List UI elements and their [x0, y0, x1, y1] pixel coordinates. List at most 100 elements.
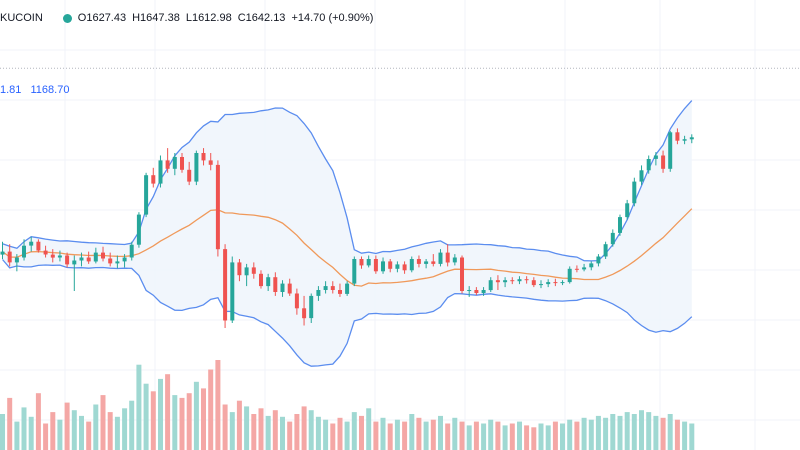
volume-bar: [617, 415, 623, 450]
candle-body: [424, 261, 429, 264]
volume-bar: [574, 421, 580, 450]
candle-body: [567, 268, 572, 283]
candle-body: [653, 155, 658, 159]
candle-body: [323, 286, 328, 290]
candle-body: [467, 290, 472, 291]
volume-bar: [502, 425, 508, 450]
candle-body: [574, 268, 579, 270]
candle-body: [251, 267, 256, 274]
candle-body: [402, 264, 407, 271]
volume-bar: [531, 427, 537, 450]
candle-body: [165, 160, 170, 169]
candle-body: [438, 252, 443, 264]
volume-bar: [430, 419, 436, 450]
volume-bar: [193, 381, 199, 450]
candle-body: [259, 273, 263, 287]
volume-bar: [143, 383, 149, 450]
candle-body: [366, 259, 371, 266]
volume-bar: [653, 415, 659, 450]
volume-bar: [0, 414, 5, 450]
candle-body: [144, 175, 149, 215]
candle-body: [172, 157, 177, 169]
volume-bar: [301, 406, 307, 450]
candle-body: [596, 256, 601, 264]
volume-bar: [488, 419, 494, 450]
volume-bar: [660, 417, 666, 450]
bollinger-legend: 1.81 1168.70: [0, 84, 75, 96]
volume-bar: [165, 374, 171, 450]
candle-body: [273, 277, 278, 292]
volume-bar: [481, 423, 487, 450]
candle-body: [187, 169, 192, 182]
volume-bar: [7, 397, 13, 450]
candle-body: [553, 282, 558, 284]
candle-body: [682, 139, 687, 141]
volume-bar: [366, 408, 372, 450]
volume-bar: [258, 408, 264, 450]
volume-bar: [280, 416, 285, 450]
volume-bar: [215, 360, 221, 450]
candle-body: [416, 259, 421, 264]
volume-bar: [394, 419, 400, 450]
volume-bar: [624, 412, 630, 450]
candle-body: [0, 251, 5, 255]
candle-body: [302, 308, 307, 319]
symbol-label[interactable]: KUCOIN: [0, 12, 43, 24]
legend-change: +14.70 (+0.90%): [291, 12, 374, 24]
volume-bar: [186, 393, 192, 450]
candle-body: [14, 257, 19, 263]
candle-body: [79, 257, 84, 261]
candle-body: [22, 245, 26, 258]
volume-bar: [287, 421, 293, 450]
candle-body: [230, 262, 235, 321]
candle-body: [531, 280, 536, 286]
volume-bar: [265, 415, 271, 450]
volume-bar: [330, 423, 336, 450]
candle-body: [589, 263, 594, 268]
volume-bar: [588, 419, 594, 450]
volume-bar: [122, 408, 128, 450]
candle-body: [309, 295, 314, 319]
volume-bar: [387, 423, 393, 450]
volume-bar: [100, 395, 106, 450]
volume-bar: [114, 416, 120, 450]
volume-bar: [150, 391, 156, 450]
candle-body: [180, 157, 184, 170]
volume-bar: [179, 397, 185, 450]
volume-bar: [495, 421, 501, 450]
candle-body: [359, 259, 364, 266]
volume-bar: [667, 414, 673, 450]
volume-bar: [43, 423, 49, 450]
candle-body: [316, 290, 321, 296]
volume-bar: [71, 410, 77, 450]
volume-bar: [272, 410, 278, 450]
candle-body: [646, 159, 651, 171]
volume-bar: [344, 421, 350, 450]
candle-body: [108, 258, 113, 264]
volume-bar: [172, 395, 178, 450]
candle-body: [86, 257, 91, 262]
volume-bar: [595, 415, 601, 450]
candle-body: [215, 164, 220, 250]
volume-bar: [560, 423, 565, 450]
candle-body: [151, 175, 156, 184]
candle-body: [539, 284, 543, 286]
volume-bar: [552, 421, 558, 450]
candle-body: [510, 280, 515, 282]
candle-body: [29, 241, 34, 246]
candle-body: [395, 264, 400, 269]
candle-body: [194, 153, 199, 182]
volume-bar: [567, 419, 573, 450]
volume-bar: [545, 425, 551, 450]
candle-body: [381, 261, 385, 272]
legend-close: C1642.13: [237, 12, 286, 24]
volume-bar: [380, 417, 386, 450]
volume-bar: [682, 421, 688, 450]
candle-body: [639, 170, 644, 182]
volume-bar: [416, 417, 422, 450]
volume-bar: [538, 423, 544, 450]
candle-body: [481, 290, 486, 293]
candle-body: [158, 160, 163, 184]
candle-body: [122, 257, 127, 262]
